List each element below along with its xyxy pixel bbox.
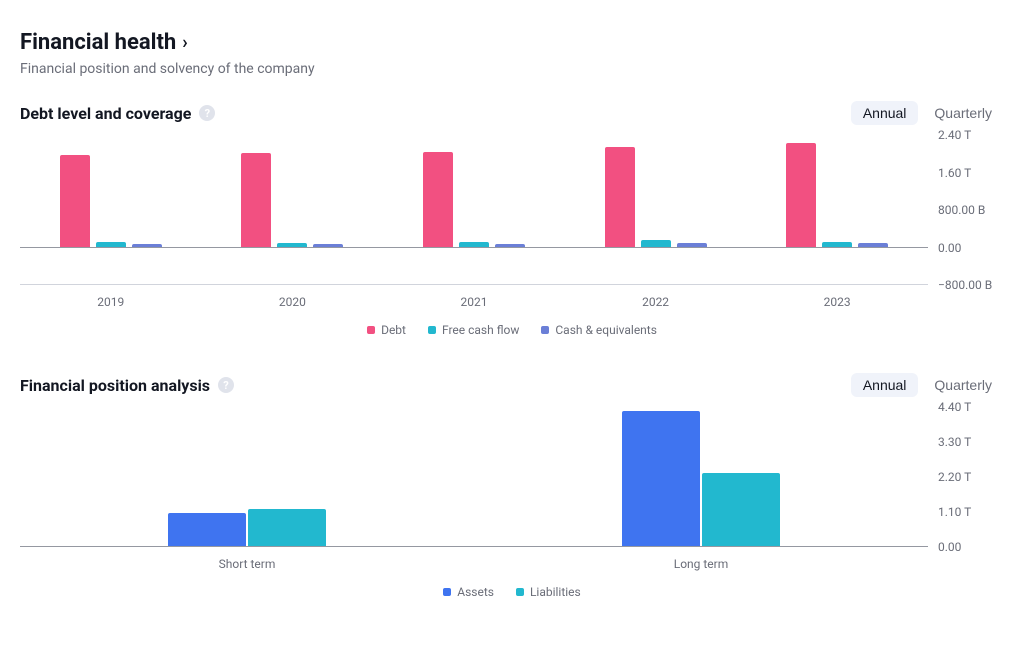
bar[interactable] (822, 242, 852, 246)
xtick: Short term (20, 557, 474, 571)
bar[interactable] (495, 244, 525, 247)
bar-group (474, 407, 928, 546)
period-quarterly-button[interactable]: Quarterly (922, 101, 1004, 125)
bar[interactable] (132, 244, 162, 247)
legend-label: Liabilities (530, 585, 581, 599)
chart-financial-position: Financial position analysis ? Annual Qua… (20, 373, 1004, 599)
chart-header: Financial position analysis ? Annual Qua… (20, 373, 1004, 397)
xtick: 2019 (20, 295, 202, 309)
bar[interactable] (858, 243, 888, 246)
help-icon[interactable]: ? (218, 377, 234, 393)
period-quarterly-button[interactable]: Quarterly (922, 373, 1004, 397)
legend-swatch (541, 326, 549, 334)
bar[interactable] (241, 153, 271, 247)
help-icon[interactable]: ? (199, 105, 215, 121)
bar[interactable] (423, 152, 453, 247)
chart-legend: Assets Liabilities (20, 585, 1004, 599)
chart-yaxis: 2.40 T1.60 T800.00 B0.00−800.00 B (928, 135, 1004, 285)
chart-title: Debt level and coverage (20, 104, 191, 123)
bar[interactable] (605, 147, 635, 246)
chart-yaxis: 4.40 T3.30 T2.20 T1.10 T0.00 (928, 407, 1004, 547)
ytick: 0.00 (938, 540, 1004, 554)
chart-legend: Debt Free cash flow Cash & equivalents (20, 323, 1004, 337)
bar[interactable] (702, 473, 780, 546)
legend-swatch (516, 588, 524, 596)
bar[interactable] (60, 155, 90, 246)
chart-debt-coverage: Debt level and coverage ? Annual Quarter… (20, 101, 1004, 337)
ytick: 2.40 T (938, 128, 1004, 142)
legend-item[interactable]: Assets (443, 585, 494, 599)
ytick: 1.10 T (938, 505, 1004, 519)
bar[interactable] (313, 244, 343, 247)
legend-label: Free cash flow (442, 323, 519, 337)
ytick: 800.00 B (938, 203, 1004, 217)
chart-title-wrap: Financial position analysis ? (20, 376, 234, 395)
bar[interactable] (786, 143, 816, 246)
legend-label: Debt (381, 323, 406, 337)
bar-group (565, 135, 747, 284)
period-annual-button[interactable]: Annual (851, 101, 919, 125)
xtick: Long term (474, 557, 928, 571)
chart-plot (20, 135, 928, 285)
chart-header: Debt level and coverage ? Annual Quarter… (20, 101, 1004, 125)
section-header[interactable]: Financial health › (20, 30, 1004, 55)
legend-item[interactable]: Debt (367, 323, 406, 337)
ytick: 4.40 T (938, 400, 1004, 414)
chart-plot (20, 407, 928, 547)
bar-group (383, 135, 565, 284)
ytick: 1.60 T (938, 166, 1004, 180)
bar[interactable] (96, 242, 126, 246)
bar-group (202, 135, 384, 284)
xtick: 2021 (383, 295, 565, 309)
chart-area: 4.40 T3.30 T2.20 T1.10 T0.00 (20, 407, 1004, 547)
legend-swatch (367, 326, 375, 334)
bar[interactable] (248, 509, 326, 546)
chart-title-wrap: Debt level and coverage ? (20, 104, 215, 123)
bar[interactable] (622, 411, 700, 546)
legend-swatch (428, 326, 436, 334)
bar[interactable] (641, 240, 671, 247)
legend-label: Cash & equivalents (555, 323, 657, 337)
bar-group (746, 135, 928, 284)
chevron-right-icon: › (182, 32, 187, 53)
chart-title: Financial position analysis (20, 376, 210, 395)
chart-xaxis: Short termLong term (20, 557, 1004, 571)
ytick: −800.00 B (938, 278, 1004, 292)
ytick: 3.30 T (938, 435, 1004, 449)
chart-xaxis: 20192020202120222023 (20, 295, 1004, 309)
legend-swatch (443, 588, 451, 596)
ytick: 0.00 (938, 241, 1004, 255)
chart-area: 2.40 T1.60 T800.00 B0.00−800.00 B (20, 135, 1004, 285)
bar[interactable] (677, 243, 707, 247)
zero-line (20, 546, 928, 547)
section-title: Financial health (20, 30, 176, 55)
xtick: 2020 (202, 295, 384, 309)
legend-item[interactable]: Free cash flow (428, 323, 519, 337)
xtick: 2022 (565, 295, 747, 309)
legend-label: Assets (457, 585, 494, 599)
bar[interactable] (277, 243, 307, 247)
bar[interactable] (168, 513, 246, 546)
period-toggle: Annual Quarterly (851, 101, 1004, 125)
period-annual-button[interactable]: Annual (851, 373, 919, 397)
legend-item[interactable]: Liabilities (516, 585, 581, 599)
ytick: 2.20 T (938, 470, 1004, 484)
bar-group (20, 407, 474, 546)
bars-row (20, 407, 928, 546)
bar[interactable] (459, 242, 489, 247)
bar-group (20, 135, 202, 284)
legend-item[interactable]: Cash & equivalents (541, 323, 657, 337)
bars-row (20, 135, 928, 284)
section-subtitle: Financial position and solvency of the c… (20, 61, 1004, 77)
xtick: 2023 (746, 295, 928, 309)
period-toggle: Annual Quarterly (851, 373, 1004, 397)
